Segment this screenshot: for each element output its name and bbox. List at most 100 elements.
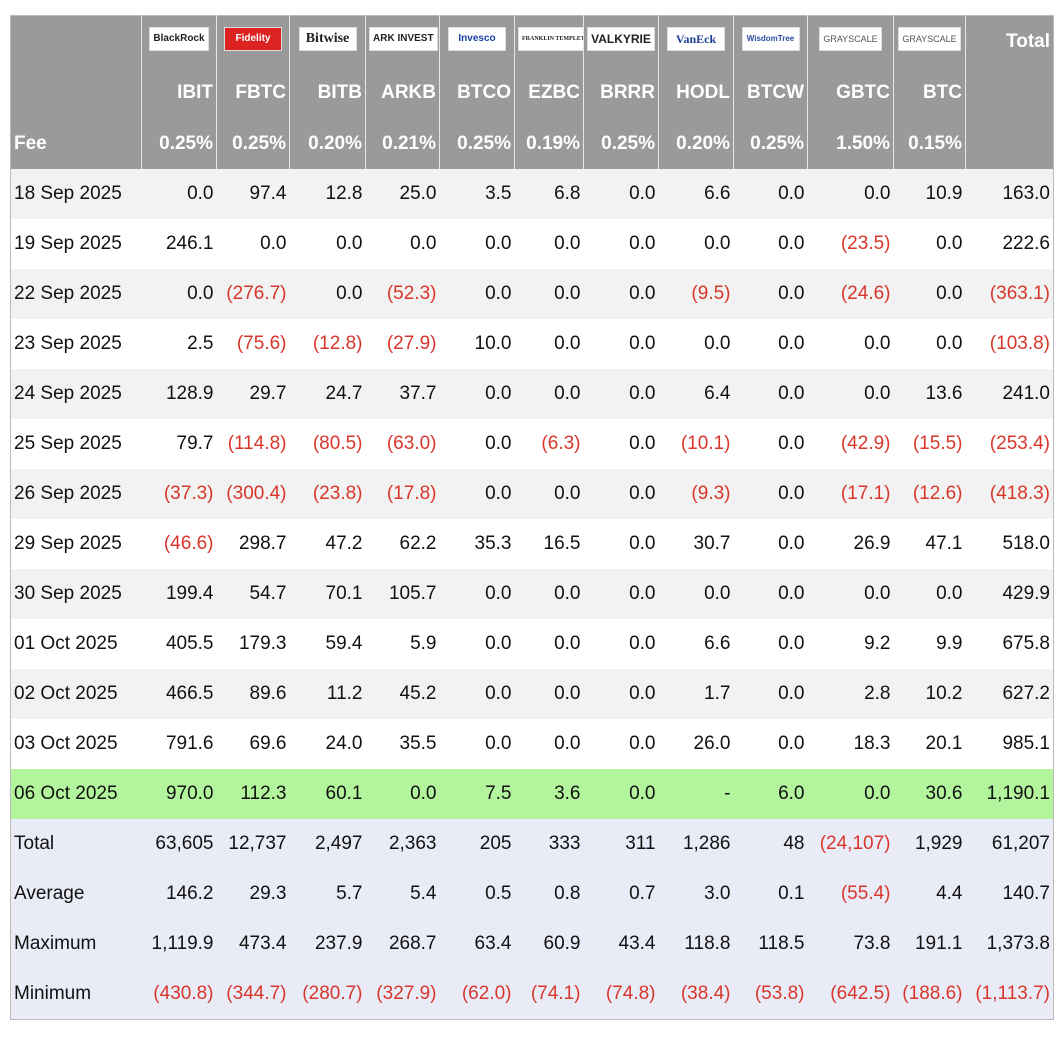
value-cell: 146.2	[141, 869, 217, 919]
date: 24 Sep 2025	[10, 369, 142, 419]
value-cell: 0.0	[733, 219, 808, 269]
issuer-cell: Bitwise	[289, 15, 366, 68]
value-cell: 0.0	[658, 569, 734, 619]
value-cell: (38.4)	[658, 969, 734, 1020]
summary-row: Total 63,605 12,737 2,497 2,363 205 333 311 1,28…	[10, 819, 1054, 869]
flow-row: 06 Oct 2025 970.0 112.3 60.1 0.0 7.5 3.6 0.0-6.…	[10, 769, 1054, 819]
value-cell: 6.8	[514, 169, 584, 219]
fee: 0.20%	[289, 118, 366, 169]
value-cell: (15.5)	[893, 419, 966, 469]
fee: 0.25%	[141, 118, 217, 169]
ticker: GBTC	[807, 68, 894, 118]
date: 26 Sep 2025	[10, 469, 142, 519]
date: 29 Sep 2025	[10, 519, 142, 569]
value-cell: 0.0	[733, 669, 808, 719]
value-cell: 0.0	[583, 419, 659, 469]
value-cell: 37.7	[365, 369, 440, 419]
value-cell: 0.0	[893, 319, 966, 369]
value-cell: 0.0	[514, 219, 584, 269]
flow-row: 24 Sep 2025 128.9 29.7 24.7 37.7 0.0 0.0 0.0 6.4…	[10, 369, 1054, 419]
value-cell: (10.1)	[658, 419, 734, 469]
fee: 0.15%	[893, 118, 966, 169]
value-cell: 47.1	[893, 519, 966, 569]
header-fee-row: Fee 0.25% 0.25% 0.20% 0.21% 0.25% 0.19% 0.25% 0.…	[10, 118, 1054, 169]
value-cell: 0.0	[514, 269, 584, 319]
value-cell: 985.1	[965, 719, 1054, 769]
issuer-cell: WisdomTree	[733, 15, 808, 68]
value-cell: 0.0	[583, 219, 659, 269]
summary-row: Minimum (430.8) (344.7) (280.7) (327.9) (62.0…	[10, 969, 1054, 1020]
value-cell: 3.6	[514, 769, 584, 819]
value-cell: 43.4	[583, 919, 659, 969]
value-cell: 0.0	[141, 269, 217, 319]
flow-row: 30 Sep 2025 199.4 54.7 70.1 105.7 0.0 0.0 0.0 0.…	[10, 569, 1054, 619]
value-cell: 0.0	[514, 669, 584, 719]
value-cell: 0.0	[583, 269, 659, 319]
flow-row: 19 Sep 2025 246.1 0.0 0.0 0.0 0.0 0.0 0.0 0.0 0.0…	[10, 219, 1054, 269]
value-cell: 0.5	[439, 869, 515, 919]
value-cell: 73.8	[807, 919, 894, 969]
date: 22 Sep 2025	[10, 269, 142, 319]
value-cell: 0.0	[733, 269, 808, 319]
summary-label: Average	[10, 869, 142, 919]
summary-label: Minimum	[10, 969, 142, 1020]
value-cell: 26.0	[658, 719, 734, 769]
ticker: ARKB	[365, 68, 440, 118]
value-cell: 268.7	[365, 919, 440, 969]
value-cell: 4.4	[893, 869, 966, 919]
value-cell: 191.1	[893, 919, 966, 969]
value-cell: 0.0	[583, 619, 659, 669]
value-cell: 2,497	[289, 819, 366, 869]
value-cell: 0.0	[733, 169, 808, 219]
value-cell: 1.7	[658, 669, 734, 719]
value-cell: (63.0)	[365, 419, 440, 469]
value-cell: 63.4	[439, 919, 515, 969]
value-cell: 18.3	[807, 719, 894, 769]
fee: 0.25%	[439, 118, 515, 169]
summary-label: Maximum	[10, 919, 142, 969]
flow-row: 25 Sep 2025 79.7 (114.8) (80.5) (63.0) 0.0 (6.…	[10, 419, 1054, 469]
value-cell: 473.4	[216, 919, 290, 969]
value-cell: (74.8)	[583, 969, 659, 1020]
value-cell: 0.0	[733, 569, 808, 619]
value-cell: 30.6	[893, 769, 966, 819]
value-cell: 10.0	[439, 319, 515, 369]
value-cell: 9.2	[807, 619, 894, 669]
value-cell: 246.1	[141, 219, 217, 269]
value-cell: 79.7	[141, 419, 217, 469]
value-cell: 0.0	[439, 219, 515, 269]
value-cell: 97.4	[216, 169, 290, 219]
value-cell: 0.0	[733, 619, 808, 669]
value-cell: 2,363	[365, 819, 440, 869]
value-cell: (430.8)	[141, 969, 217, 1020]
value-cell: (23.5)	[807, 219, 894, 269]
value-cell: 60.1	[289, 769, 366, 819]
value-cell: 0.0	[733, 519, 808, 569]
value-cell: 118.8	[658, 919, 734, 969]
value-cell: 0.0	[514, 619, 584, 669]
value-cell: 970.0	[141, 769, 217, 819]
value-cell: 29.7	[216, 369, 290, 419]
issuer-logo: GRAYSCALE	[898, 27, 961, 51]
flow-row: 18 Sep 2025 0.0 97.4 12.8 25.0 3.5 6.8 0.0 6.6 0.…	[10, 169, 1054, 219]
value-cell: 0.0	[439, 269, 515, 319]
issuer-cell: Fidelity	[216, 15, 290, 68]
value-cell: 6.6	[658, 169, 734, 219]
fee: 0.25%	[733, 118, 808, 169]
value-cell: 0.0	[439, 419, 515, 469]
issuer-logo: BlackRock	[149, 27, 209, 51]
value-cell: 163.0	[965, 169, 1054, 219]
issuer-logo: Fidelity	[224, 27, 282, 51]
value-cell: (46.6)	[141, 519, 217, 569]
value-cell: (37.3)	[141, 469, 217, 519]
empty-cell	[965, 118, 1054, 169]
value-cell: (188.6)	[893, 969, 966, 1020]
value-cell: 0.0	[583, 169, 659, 219]
value-cell: (253.4)	[965, 419, 1054, 469]
value-cell: 20.1	[893, 719, 966, 769]
value-cell: 0.0	[289, 219, 366, 269]
value-cell: 25.0	[365, 169, 440, 219]
value-cell: 0.7	[583, 869, 659, 919]
value-cell: -	[658, 769, 734, 819]
date: 03 Oct 2025	[10, 719, 142, 769]
